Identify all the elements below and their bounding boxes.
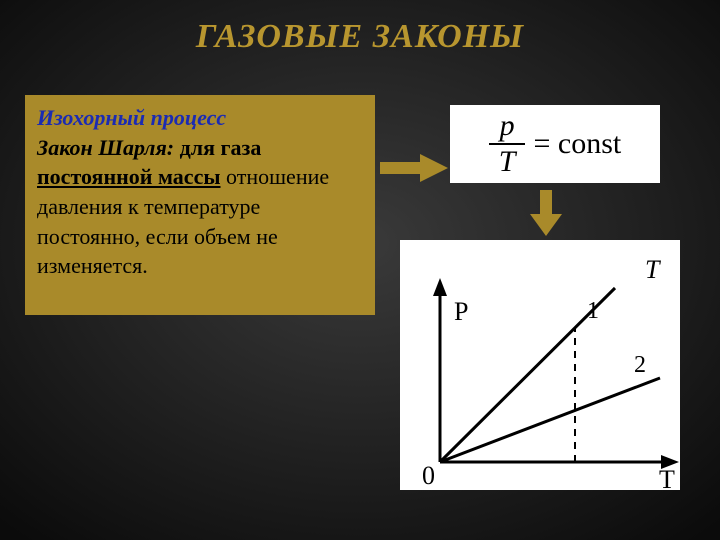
arrow-right-shape: [380, 154, 448, 182]
formula-numerator: p: [490, 109, 525, 143]
arrow-down-shape: [530, 190, 562, 236]
graph-x-label: T: [659, 465, 675, 490]
formula-denominator: T: [489, 145, 526, 179]
graph-origin-label: 0: [422, 461, 435, 490]
graph-t-top-label: T: [645, 255, 661, 284]
graph-line1-label: 1: [587, 298, 599, 324]
graph-box: V = const , P T 0 T 1 2: [400, 240, 680, 490]
graph-svg: P T 0 T 1 2: [400, 240, 680, 490]
process-name: Изохорный процесс: [37, 103, 363, 133]
graph-line2-label: 2: [634, 352, 646, 378]
law-body-bold1: для газа: [180, 135, 262, 160]
formula-box: p T = const: [450, 105, 660, 183]
law-textbox: Изохорный процесс Закон Шарля: для газа …: [25, 95, 375, 315]
law-body: Закон Шарля: для газа постоянной массы о…: [37, 133, 363, 281]
arrow-down-icon: [528, 190, 564, 236]
formula-fraction: p T: [489, 109, 526, 179]
slide-title: ГАЗОВЫЕ ЗАКОНЫ: [0, 18, 720, 56]
formula-rhs: = const: [533, 127, 621, 161]
graph-y-label: P: [454, 297, 468, 326]
law-name: Закон Шарля:: [37, 135, 174, 160]
arrow-right-icon: [380, 152, 448, 184]
slide: ГАЗОВЫЕ ЗАКОНЫ Изохорный процесс Закон Ш…: [0, 0, 720, 540]
law-body-underline: постоянной массы: [37, 164, 221, 189]
